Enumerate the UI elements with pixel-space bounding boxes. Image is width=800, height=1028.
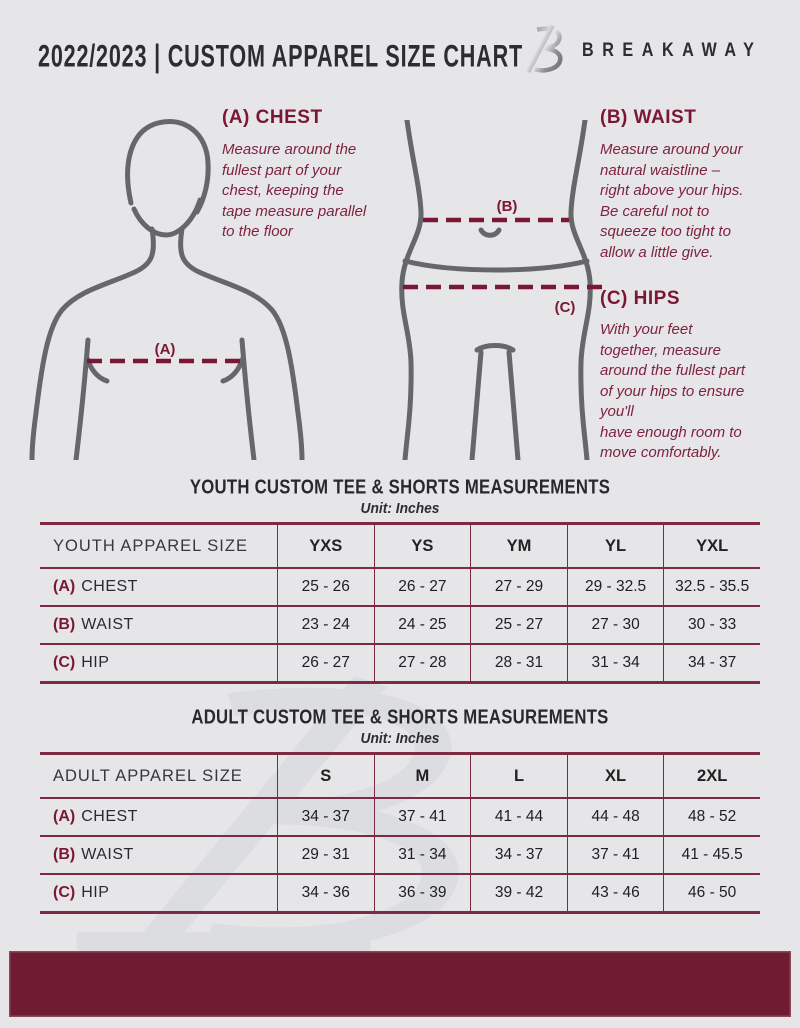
row-marker: (C) (53, 654, 76, 671)
hips-instructions: With your feet together, measure around … (600, 321, 746, 461)
adult-table-unit: Unit: Inches (360, 730, 440, 747)
table-cell: 23 - 24 (277, 607, 374, 643)
waist-instructions: Measure around your natural waistline – … (600, 141, 744, 261)
row-header: (B) WAIST (40, 607, 277, 643)
table-cell: 34 - 37 (277, 799, 374, 835)
table-row: (B) WAIST 23 - 24 24 - 25 25 - 27 27 - 3… (40, 607, 760, 645)
column-header: S (277, 755, 374, 797)
table-row: (C) HIP 34 - 36 36 - 39 39 - 42 43 - 46 … (40, 875, 760, 911)
column-header: M (373, 755, 471, 797)
table-cell: 37 - 41 (566, 837, 664, 873)
youth-table-title: YOUTH CUSTOM TEE & SHORTS MEASUREMENTS (189, 476, 611, 499)
row-marker: (B) (53, 846, 76, 863)
table-cell: 29 - 32.5 (566, 569, 664, 605)
table-cell: 27 - 30 (566, 607, 664, 643)
page-title: 2022/2023 | CUSTOM APPAREL SIZE CHART (38, 38, 523, 74)
row-header: (A) CHEST (40, 799, 277, 835)
chest-instructions: Measure around the fullest part of your … (222, 141, 367, 240)
hips-marker-label: (C) (555, 299, 576, 316)
row-label: WAIST (81, 616, 134, 633)
adult-table-title: ADULT CUSTOM TEE & SHORTS MEASUREMENTS (191, 706, 609, 729)
row-header: (C) HIP (40, 875, 277, 911)
adult-size-table: ADULT APPAREL SIZE S M L XL 2XL (A) CHES… (40, 752, 760, 914)
table-cell: 39 - 42 (470, 875, 567, 911)
table-cell: 25 - 26 (277, 569, 374, 605)
table-row: (A) CHEST 34 - 37 37 - 41 41 - 44 44 - 4… (40, 799, 760, 837)
row-label: HIP (81, 654, 110, 671)
column-header: XL (566, 755, 664, 797)
waist-marker-label: (B) (497, 198, 518, 215)
chest-heading: (A) CHEST (222, 107, 323, 128)
row-label: WAIST (81, 846, 134, 863)
table-row: (A) CHEST 25 - 26 26 - 27 27 - 29 29 - 3… (40, 569, 760, 607)
table-cell: 32.5 - 35.5 (663, 569, 760, 605)
table-cell: 28 - 31 (470, 645, 567, 681)
column-header: 2XL (663, 755, 760, 797)
table-header-row: YOUTH APPAREL SIZE YXS YS YM YL YXL (40, 525, 760, 569)
table-cell: 46 - 50 (663, 875, 760, 911)
table-cell: 36 - 39 (373, 875, 471, 911)
table-header-row: ADULT APPAREL SIZE S M L XL 2XL (40, 755, 760, 799)
row-marker: (A) (53, 808, 76, 825)
table-cell: 41 - 45.5 (663, 837, 760, 873)
table-cell: 29 - 31 (277, 837, 374, 873)
brand-logo: BREAKAWAY (516, 24, 772, 76)
row-label: CHEST (81, 578, 138, 595)
column-header: YOUTH APPAREL SIZE (53, 536, 248, 555)
brand-name: BREAKAWAY (582, 38, 763, 61)
row-marker: (A) (53, 578, 76, 595)
hips-heading: (C) HIPS (600, 288, 680, 309)
column-header: YL (566, 525, 664, 567)
row-header: (C) HIP (40, 645, 277, 681)
column-header: YXS (277, 525, 374, 567)
table-row: (C) HIP 26 - 27 27 - 28 28 - 31 31 - 34 … (40, 645, 760, 681)
youth-table-unit: Unit: Inches (360, 500, 440, 517)
table-row: (B) WAIST 29 - 31 31 - 34 34 - 37 37 - 4… (40, 837, 760, 875)
row-marker: (B) (53, 616, 76, 633)
table-cell: 31 - 34 (566, 645, 664, 681)
table-cell: 34 - 36 (277, 875, 374, 911)
table-cell: 27 - 29 (470, 569, 567, 605)
column-header: YXL (663, 525, 760, 567)
row-label: CHEST (81, 808, 138, 825)
table-cell: 34 - 37 (470, 837, 567, 873)
table-cell: 34 - 37 (663, 645, 760, 681)
table-cell: 27 - 28 (373, 645, 471, 681)
table-cell: 44 - 48 (566, 799, 664, 835)
breakaway-watermark-icon (40, 672, 510, 977)
chest-marker-label: (A) (155, 341, 176, 358)
column-header: YM (470, 525, 567, 567)
table-cell: 24 - 25 (373, 607, 471, 643)
lower-body-figure: (B) (C) (399, 120, 605, 460)
upper-body-figure: (A) (29, 119, 305, 460)
table-cell: 30 - 33 (663, 607, 760, 643)
waist-heading: (B) WAIST (600, 107, 697, 128)
row-header: (B) WAIST (40, 837, 277, 873)
table-cell: 41 - 44 (470, 799, 567, 835)
table-cell: 48 - 52 (663, 799, 760, 835)
table-cell: 43 - 46 (566, 875, 664, 911)
youth-size-table: YOUTH APPAREL SIZE YXS YS YM YL YXL (A) … (40, 522, 760, 684)
row-marker: (C) (53, 884, 76, 901)
breakaway-monogram-icon (520, 24, 563, 74)
column-header: YS (373, 525, 471, 567)
row-label: HIP (81, 884, 110, 901)
column-header: L (470, 755, 567, 797)
table-cell: 26 - 27 (373, 569, 471, 605)
table-cell: 26 - 27 (277, 645, 374, 681)
table-cell: 25 - 27 (470, 607, 567, 643)
row-header: (A) CHEST (40, 569, 277, 605)
table-cell: 31 - 34 (373, 837, 471, 873)
footer-bar (9, 951, 791, 1017)
column-header: ADULT APPAREL SIZE (53, 766, 243, 785)
table-cell: 37 - 41 (373, 799, 471, 835)
